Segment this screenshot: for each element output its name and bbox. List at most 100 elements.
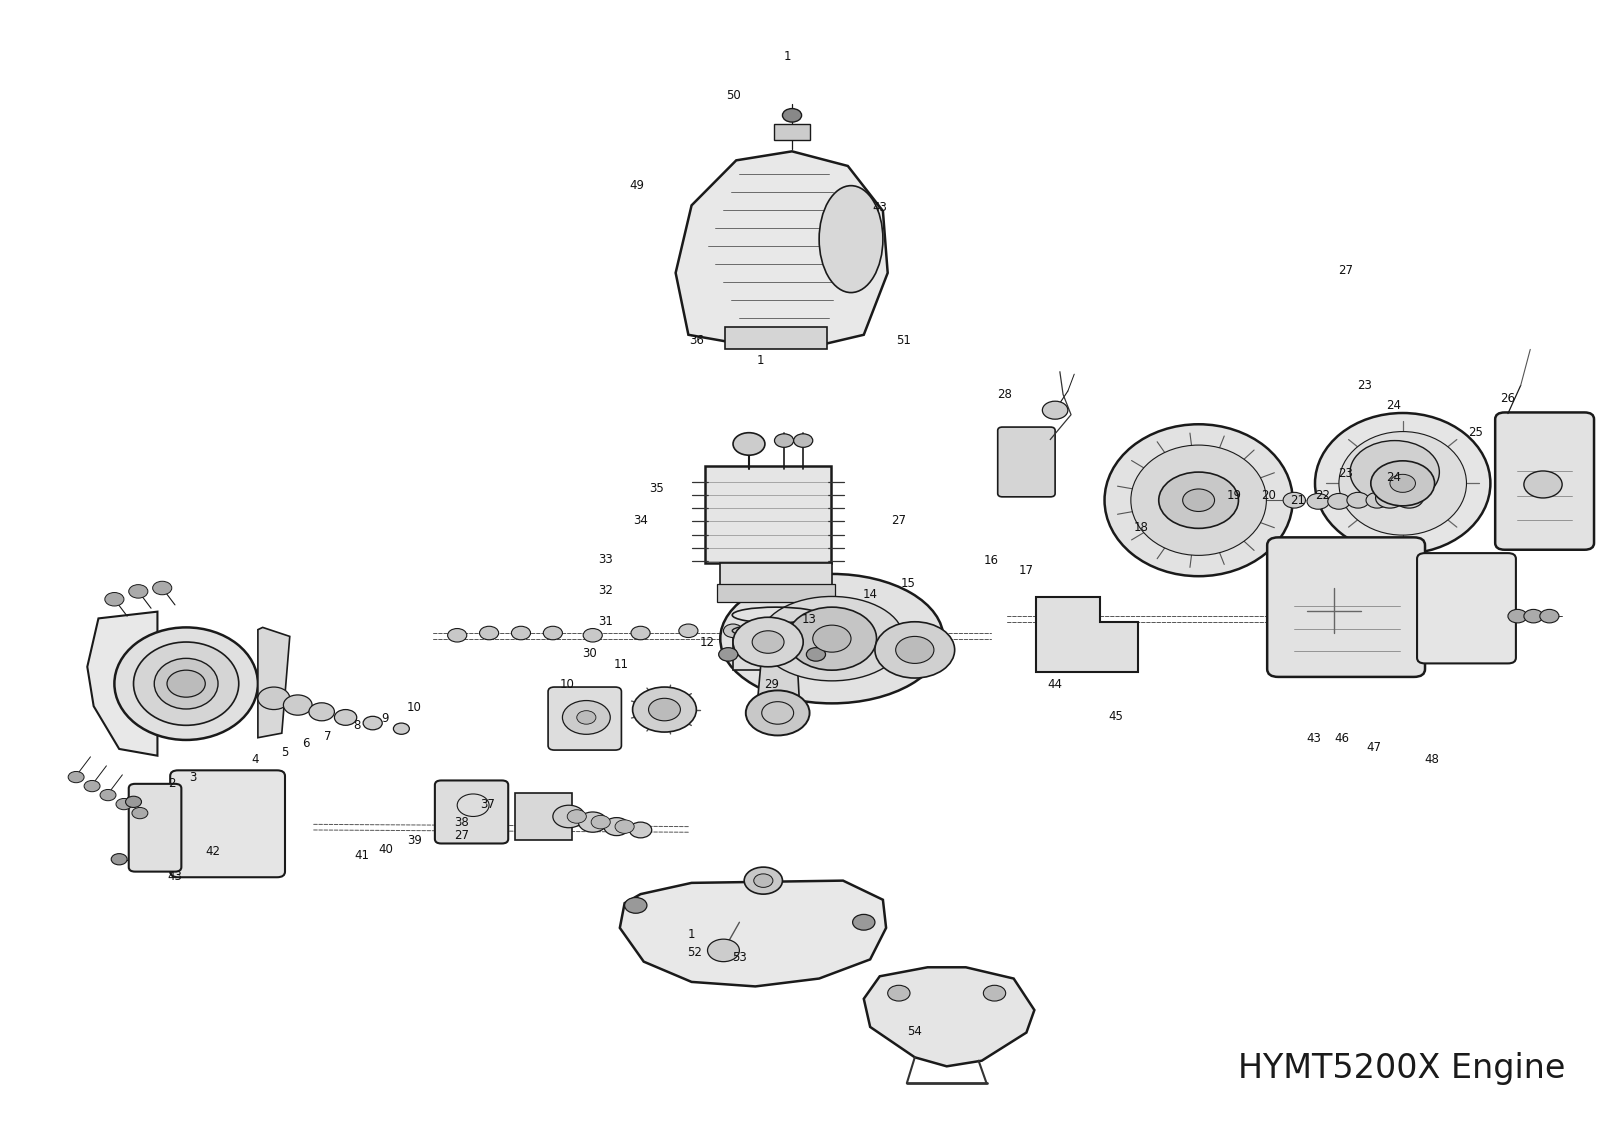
Text: 45: 45 — [1109, 710, 1123, 723]
Circle shape — [629, 822, 651, 838]
Text: 41: 41 — [354, 849, 370, 862]
Text: 27: 27 — [454, 829, 469, 843]
FancyBboxPatch shape — [1418, 553, 1515, 664]
Circle shape — [166, 671, 205, 697]
Text: 16: 16 — [984, 554, 998, 568]
Circle shape — [1182, 489, 1214, 511]
Ellipse shape — [1131, 446, 1266, 555]
Circle shape — [563, 700, 610, 734]
Circle shape — [590, 815, 610, 829]
Circle shape — [582, 629, 602, 642]
Text: 10: 10 — [406, 701, 421, 714]
Text: 18: 18 — [1134, 520, 1149, 534]
Text: 36: 36 — [690, 334, 704, 347]
Text: 1: 1 — [757, 354, 763, 368]
Text: 11: 11 — [614, 658, 629, 671]
Circle shape — [806, 648, 826, 662]
Text: 29: 29 — [763, 679, 779, 691]
Text: 23: 23 — [1357, 379, 1371, 392]
Circle shape — [448, 629, 467, 642]
Text: 24: 24 — [1386, 399, 1400, 412]
Polygon shape — [88, 612, 157, 756]
Text: 37: 37 — [480, 797, 494, 811]
Circle shape — [568, 810, 586, 823]
Text: 43: 43 — [168, 870, 182, 882]
Circle shape — [1523, 470, 1562, 498]
FancyBboxPatch shape — [128, 784, 181, 872]
Circle shape — [309, 702, 334, 720]
Polygon shape — [619, 881, 886, 986]
Circle shape — [1539, 610, 1558, 623]
Circle shape — [578, 812, 606, 832]
Circle shape — [544, 627, 563, 640]
Circle shape — [576, 710, 595, 724]
Text: 30: 30 — [582, 647, 597, 659]
Circle shape — [394, 723, 410, 734]
FancyBboxPatch shape — [435, 780, 509, 844]
Text: 7: 7 — [325, 731, 331, 743]
Text: 54: 54 — [907, 1025, 922, 1038]
FancyBboxPatch shape — [1494, 413, 1594, 550]
Circle shape — [754, 874, 773, 888]
Text: 25: 25 — [1469, 426, 1483, 439]
FancyBboxPatch shape — [733, 632, 816, 671]
Circle shape — [888, 985, 910, 1001]
Text: 52: 52 — [688, 947, 702, 959]
Text: 24: 24 — [1386, 472, 1400, 484]
Text: 14: 14 — [862, 588, 878, 602]
Text: 28: 28 — [997, 388, 1011, 400]
FancyBboxPatch shape — [725, 327, 827, 349]
Text: 44: 44 — [1048, 679, 1062, 691]
Circle shape — [1347, 492, 1370, 508]
Ellipse shape — [154, 658, 218, 709]
Text: 27: 27 — [891, 513, 906, 527]
Ellipse shape — [1104, 424, 1293, 576]
Circle shape — [787, 607, 877, 671]
Text: 2: 2 — [168, 777, 176, 791]
Text: 48: 48 — [1424, 752, 1438, 766]
Circle shape — [1523, 610, 1542, 623]
Text: 39: 39 — [406, 834, 421, 847]
Text: 17: 17 — [1019, 563, 1034, 577]
FancyBboxPatch shape — [515, 793, 571, 840]
Text: 50: 50 — [726, 88, 741, 102]
Circle shape — [101, 789, 115, 801]
Circle shape — [1376, 470, 1405, 491]
Circle shape — [85, 780, 101, 792]
Text: 20: 20 — [1261, 490, 1277, 502]
Circle shape — [1376, 487, 1405, 508]
Text: 43: 43 — [872, 201, 886, 214]
Circle shape — [794, 434, 813, 448]
Circle shape — [1307, 493, 1330, 509]
Circle shape — [752, 631, 784, 654]
Ellipse shape — [720, 573, 944, 703]
Ellipse shape — [760, 596, 904, 681]
Circle shape — [707, 939, 739, 961]
Circle shape — [630, 627, 650, 640]
Circle shape — [723, 624, 742, 638]
Text: 31: 31 — [598, 615, 613, 629]
Circle shape — [774, 434, 794, 448]
Text: 26: 26 — [1501, 392, 1515, 405]
Circle shape — [733, 618, 803, 667]
Circle shape — [632, 687, 696, 732]
Text: 12: 12 — [701, 636, 715, 648]
Text: 1: 1 — [784, 50, 790, 63]
Ellipse shape — [1339, 432, 1467, 535]
Text: 4: 4 — [251, 752, 259, 766]
Circle shape — [1395, 487, 1424, 508]
Text: 27: 27 — [1338, 265, 1354, 277]
Circle shape — [1390, 474, 1416, 492]
Circle shape — [733, 433, 765, 455]
Circle shape — [1158, 472, 1238, 528]
Circle shape — [718, 648, 738, 662]
Circle shape — [678, 624, 698, 638]
FancyBboxPatch shape — [1267, 537, 1426, 677]
Text: 40: 40 — [378, 843, 394, 856]
Ellipse shape — [1315, 413, 1490, 554]
Text: HYMT5200X Engine: HYMT5200X Engine — [1238, 1053, 1565, 1086]
Polygon shape — [757, 655, 800, 713]
Text: 51: 51 — [896, 334, 910, 347]
Circle shape — [258, 687, 290, 709]
Text: 19: 19 — [1226, 490, 1242, 502]
